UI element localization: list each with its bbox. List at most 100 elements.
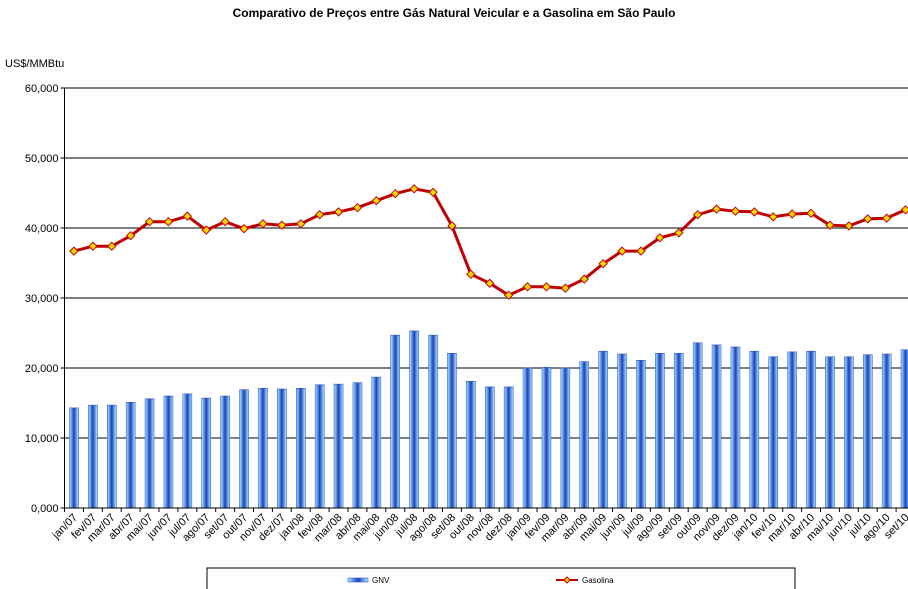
bar [844, 356, 854, 509]
marker [125, 230, 136, 241]
marker [258, 219, 268, 229]
marker [333, 207, 344, 217]
chart-title: Comparativo de Preços entre Gás Natural … [233, 6, 676, 20]
marker [636, 246, 646, 256]
bar [277, 388, 287, 509]
marker [541, 282, 552, 292]
marker [806, 208, 816, 219]
marker [201, 225, 211, 235]
marker [881, 213, 892, 223]
marker [711, 204, 722, 214]
marker [371, 195, 382, 206]
bar [239, 389, 249, 509]
marker [239, 223, 249, 234]
bar [503, 386, 514, 509]
bar [390, 334, 400, 509]
marker [182, 211, 193, 221]
bar [522, 367, 533, 509]
marker [730, 206, 741, 216]
y-axis-label: US$/MMBtu [5, 58, 64, 70]
legend-box [206, 567, 796, 589]
marker [844, 221, 854, 231]
marker [617, 246, 627, 256]
bar [144, 398, 155, 509]
marker [466, 269, 476, 279]
bar [333, 383, 344, 509]
y-tick-label: 10,000 [25, 433, 59, 445]
marker [390, 188, 400, 199]
bar [636, 360, 646, 509]
marker [768, 212, 778, 222]
marker [655, 233, 665, 243]
marker [749, 207, 760, 217]
marker [579, 274, 589, 284]
bar [730, 346, 741, 509]
bar [220, 395, 230, 509]
y-tick-label: 50,000 [25, 153, 59, 165]
bar [182, 393, 193, 509]
bar [787, 351, 797, 509]
marker [503, 290, 514, 300]
legend-label: Gasolina [582, 576, 614, 585]
bar [69, 407, 79, 509]
marker [787, 209, 797, 219]
marker [598, 258, 608, 269]
y-tick-label: 40,000 [25, 223, 59, 235]
bar [598, 350, 608, 509]
marker [144, 216, 155, 227]
bar [900, 349, 908, 509]
bar [314, 384, 325, 509]
marker [69, 246, 79, 256]
legend-marker [563, 576, 571, 584]
marker [900, 205, 908, 215]
marker [674, 228, 684, 238]
bar [409, 330, 419, 509]
marker [522, 282, 533, 292]
bar [125, 402, 136, 509]
marker [692, 209, 703, 220]
marker [825, 220, 835, 230]
bar [371, 376, 382, 509]
bar [163, 395, 174, 509]
marker [447, 221, 457, 231]
bar [711, 344, 722, 509]
bar [428, 334, 438, 509]
bar [692, 342, 703, 509]
marker [485, 278, 495, 289]
marker [163, 216, 174, 227]
bar [863, 354, 873, 509]
bar [88, 404, 98, 509]
legend-label: GNV [372, 576, 390, 585]
y-tick-label: 30,000 [25, 293, 59, 305]
marker [428, 187, 438, 198]
bar [107, 404, 117, 509]
bar [617, 353, 627, 509]
bar [296, 388, 306, 509]
bar [201, 397, 211, 509]
y-tick-label: 60,000 [25, 83, 59, 95]
marker [220, 216, 230, 227]
marker [107, 241, 117, 251]
bar [579, 361, 589, 509]
bar [352, 382, 363, 509]
legend-swatch [347, 577, 369, 583]
bar [466, 381, 476, 509]
marker [296, 219, 306, 229]
bar [447, 353, 457, 509]
y-tick-label: 20,000 [25, 363, 59, 375]
marker [863, 214, 873, 224]
marker [352, 202, 363, 213]
marker [277, 220, 287, 230]
marker [314, 209, 325, 220]
y-tick-label: 0,000 [31, 503, 59, 515]
bar [485, 386, 495, 509]
bar [768, 356, 778, 509]
bar [825, 356, 835, 509]
marker [409, 184, 419, 194]
bar [674, 353, 684, 509]
marker [88, 241, 98, 251]
marker [560, 283, 571, 293]
bar [560, 367, 571, 509]
bar [541, 367, 552, 509]
